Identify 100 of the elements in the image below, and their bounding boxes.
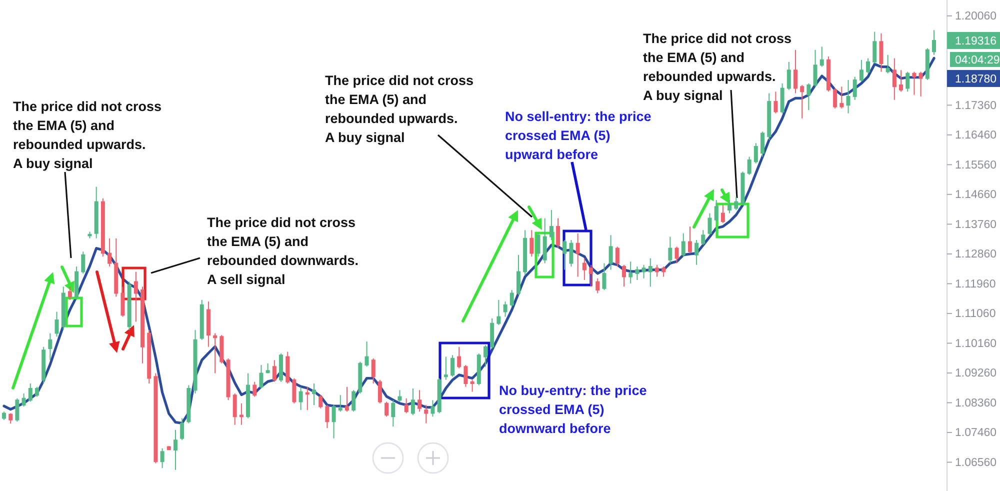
- candlestick: [226, 358, 230, 401]
- candlestick: [780, 82, 784, 114]
- y-tick-label: 1.16460: [955, 130, 997, 142]
- candlestick: [48, 332, 52, 361]
- candlestick: [8, 412, 13, 424]
- candlestick: [688, 226, 692, 254]
- candlestick: [371, 358, 376, 384]
- candlestick: [22, 392, 26, 408]
- candlestick: [180, 418, 184, 441]
- text: 04:04:29: [955, 54, 1000, 66]
- candlestick: [701, 230, 706, 246]
- candlestick: [483, 344, 488, 368]
- candlestick: [747, 156, 752, 176]
- candlestick: [720, 204, 725, 224]
- candlestick: [589, 264, 594, 288]
- candlestick: [140, 286, 145, 364]
- candlestick: [846, 80, 850, 114]
- text: 1.19316: [955, 35, 997, 48]
- candlestick: [562, 240, 567, 270]
- candlestick: [252, 381, 257, 398]
- annotation: The price did not cross the EMA (5) and rebounded upwards. A buy signal: [13, 99, 162, 171]
- y-tick-label: 1.11960: [955, 278, 996, 290]
- candlestick: [800, 84, 804, 119]
- candlestick: [872, 31, 877, 64]
- candlestick: [569, 240, 574, 267]
- candlestick: [100, 198, 105, 258]
- candlestick: [147, 329, 152, 384]
- candlestick: [833, 88, 838, 109]
- y-tick-label: 1.12860: [955, 248, 997, 261]
- candlestick: [42, 346, 46, 384]
- candlestick: [286, 351, 290, 384]
- candlestick: [523, 230, 528, 276]
- y-tick-label: 1.13760: [955, 218, 997, 231]
- candlestick: [859, 59, 864, 82]
- candlestick: [410, 388, 415, 416]
- candlestick: [352, 390, 356, 412]
- candlestick: [325, 404, 330, 429]
- candlestick: [714, 200, 718, 222]
- candlestick: [220, 334, 224, 364]
- candlestick: [899, 70, 904, 92]
- candlestick: [424, 404, 428, 424]
- candlestick: [213, 332, 218, 374]
- candlestick: [490, 318, 494, 349]
- candlestick: [120, 286, 125, 318]
- candlestick: [708, 212, 712, 236]
- candlestick: [404, 398, 408, 414]
- candlestick: [582, 258, 586, 281]
- candlestick: [332, 404, 336, 439]
- candlestick: [279, 352, 284, 382]
- candlestick: [200, 299, 204, 340]
- candlestick: [906, 71, 910, 92]
- candlestick: [160, 448, 164, 469]
- candlestick: [648, 258, 652, 288]
- y-tick-label: 1.14660: [955, 189, 997, 202]
- text: 1.18780: [955, 73, 997, 86]
- candlestick: [602, 262, 606, 290]
- candlestick: [754, 142, 758, 164]
- y-tick-label: 1.11060: [955, 308, 996, 320]
- candlestick: [734, 196, 738, 210]
- candlestick: [312, 383, 316, 406]
- candlestick: [54, 311, 59, 338]
- candlestick: [193, 329, 198, 394]
- candlestick: [292, 378, 296, 404]
- candlestick: [642, 264, 646, 279]
- y-tick-label: 1.09260: [955, 368, 997, 380]
- y-tick-label: 1.06560: [955, 456, 997, 469]
- y-tick-label: 1.07460: [955, 427, 997, 440]
- candlestick: [615, 246, 620, 267]
- candlestick: [28, 383, 32, 402]
- candlestick: [318, 394, 323, 409]
- candlestick: [852, 76, 857, 100]
- candlestick: [549, 209, 554, 241]
- candlestick: [556, 218, 560, 249]
- candlestick: [886, 54, 890, 74]
- candlestick: [813, 49, 818, 88]
- candlestick: [430, 400, 435, 418]
- candlestick: [34, 386, 39, 398]
- candlestick: [134, 271, 138, 322]
- candlestick: [444, 356, 448, 380]
- candlestick: [239, 402, 244, 426]
- candlestick: [925, 48, 930, 81]
- candlestick: [932, 30, 936, 56]
- candlestick: [114, 238, 118, 298]
- candlestick: [820, 46, 824, 68]
- candlestick: [674, 246, 679, 264]
- candlestick: [635, 266, 640, 281]
- candlestick: [127, 281, 132, 330]
- annotation: The price did not cross the EMA (5) and rebounded upwards. A buy signal: [643, 31, 792, 103]
- candlestick: [622, 264, 626, 288]
- y-tick-label: 1.17360: [955, 100, 997, 112]
- candlestick: [516, 254, 520, 296]
- candlestick: [918, 71, 923, 98]
- candlestick: [536, 232, 540, 258]
- candlestick: [166, 446, 171, 450]
- candlestick: [654, 264, 659, 278]
- candlestick: [259, 364, 264, 389]
- candlestick: [496, 299, 501, 326]
- candlestick: [154, 372, 158, 464]
- annotation: No buy-entry: the price crossed EMA (5) downward before: [499, 383, 648, 436]
- y-tick-label: 1.20060: [955, 10, 997, 23]
